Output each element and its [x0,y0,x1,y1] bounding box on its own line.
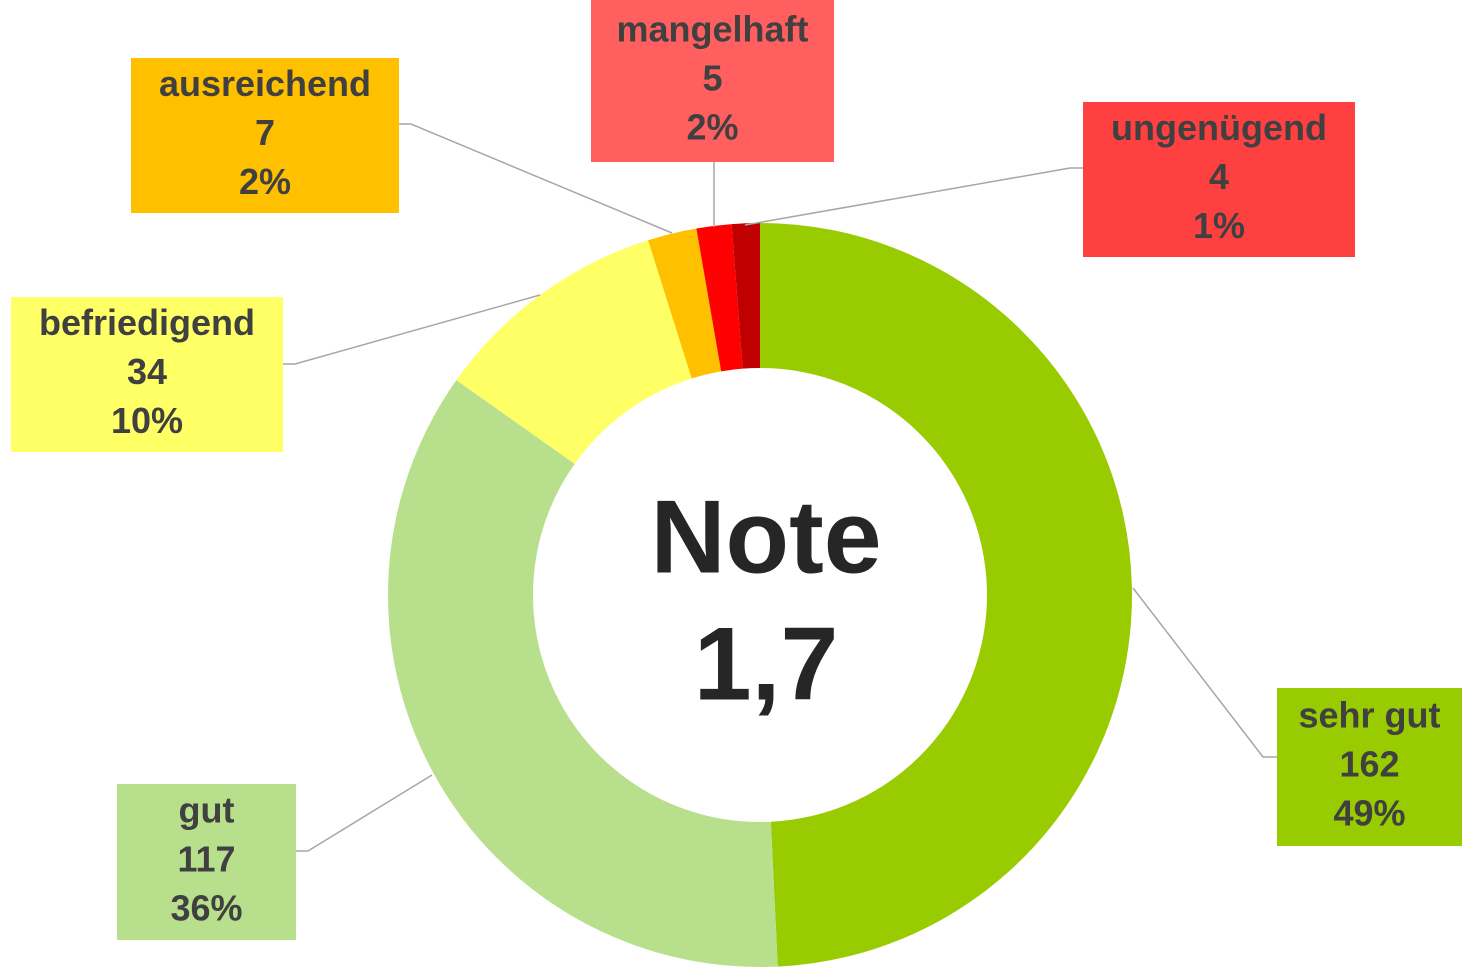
label-percent: 2% [686,107,738,148]
slice [456,240,692,464]
label-value: 4 [1209,156,1229,197]
label-box [1277,688,1462,846]
label-value: 5 [702,58,722,99]
slice [731,223,760,369]
label-category: gut [179,790,235,831]
label-box [1083,102,1355,257]
label-box [131,58,399,213]
label-value: 7 [255,112,275,153]
center-title: Note [650,479,881,595]
label-category: ausreichend [159,63,371,104]
label-percent: 49% [1333,793,1405,834]
label-percent: 1% [1193,205,1245,246]
label-percent: 2% [239,161,291,202]
label-value: 34 [127,351,167,392]
label-category: ungenügend [1111,107,1327,148]
center-value: 1,7 [694,606,839,722]
slice [696,224,743,372]
leader-line [283,294,541,365]
label-box [117,784,296,940]
label-category: mangelhaft [616,9,808,50]
label-value: 117 [177,839,235,880]
slice [760,223,1133,967]
label-category: befriedigend [39,302,255,343]
label-box [591,0,834,162]
donut [388,223,1133,967]
label-box [11,297,283,452]
leader-line [399,123,673,234]
leader-line [744,167,1083,226]
slice [648,228,722,379]
label-percent: 36% [170,888,242,929]
leader-line [1132,587,1277,758]
label-value: 162 [1339,744,1399,785]
slice [388,380,778,967]
leader-line [296,774,433,852]
label-percent: 10% [111,400,183,441]
label-category: sehr gut [1298,695,1440,736]
